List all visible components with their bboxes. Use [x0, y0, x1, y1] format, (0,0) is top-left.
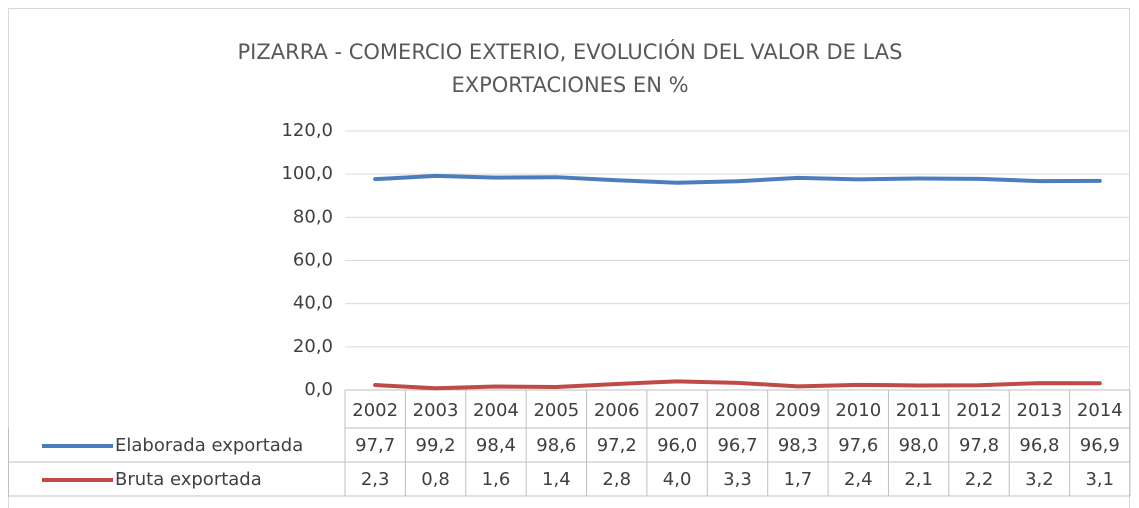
data-table-value: 1,6: [482, 469, 511, 490]
data-table-value: 3,2: [1025, 469, 1054, 490]
x-tick-label: 2012: [956, 400, 1002, 421]
series-line: [373, 173, 1102, 185]
data-table-value: 98,6: [536, 435, 576, 456]
y-tick-label: 60,0: [293, 250, 333, 271]
x-tick-label: 2011: [896, 400, 942, 421]
data-table-value: 97,7: [355, 435, 395, 456]
x-tick-label: 2002: [352, 400, 398, 421]
x-tick-label: 2007: [654, 400, 700, 421]
x-tick-label: 2009: [775, 400, 821, 421]
x-tick-label: 2003: [413, 400, 459, 421]
y-tick-label: 0,0: [304, 379, 333, 400]
data-table-value: 97,8: [959, 435, 999, 456]
x-tick-label: 2010: [835, 400, 881, 421]
legend-label: Bruta exportada: [115, 469, 262, 490]
y-tick-label: 80,0: [293, 206, 333, 227]
y-tick-label: 100,0: [281, 163, 333, 184]
y-tick-label: 120,0: [281, 120, 333, 141]
x-tick-label: 2005: [533, 400, 579, 421]
data-table-value: 2,2: [965, 469, 994, 490]
data-table-value: 98,4: [476, 435, 516, 456]
data-table-value: 3,3: [723, 469, 752, 490]
y-tick-label: 20,0: [293, 336, 333, 357]
data-table-value: 96,8: [1019, 435, 1059, 456]
data-table-value: 0,8: [421, 469, 450, 490]
chart-border: [8, 8, 1130, 508]
data-table-value: 98,3: [778, 435, 818, 456]
data-table-value: 1,4: [542, 469, 571, 490]
data-table-value: 97,6: [838, 435, 878, 456]
x-tick-label: 2013: [1017, 400, 1063, 421]
data-table-value: 96,9: [1080, 435, 1120, 456]
x-tick-label: 2014: [1077, 400, 1123, 421]
series-line: [373, 379, 1102, 391]
data-table-value: 4,0: [663, 469, 692, 490]
data-table-value: 2,1: [904, 469, 933, 490]
data-table-value: 96,0: [657, 435, 697, 456]
chart-title: PIZARRA - COMERCIO EXTERIO, EVOLUCIÓN DE…: [237, 40, 903, 97]
x-tick-label: 2008: [715, 400, 761, 421]
data-table-value: 1,7: [784, 469, 813, 490]
data-table-value: 99,2: [416, 435, 456, 456]
data-table-value: 96,7: [717, 435, 757, 456]
data-table-value: 2,3: [361, 469, 390, 490]
data-table-value: 97,2: [597, 435, 637, 456]
data-table-value: 3,1: [1085, 469, 1114, 490]
data-table-value: 2,4: [844, 469, 873, 490]
y-tick-label: 40,0: [293, 293, 333, 314]
x-tick-label: 2006: [594, 400, 640, 421]
data-table-value: 2,8: [602, 469, 631, 490]
data-table-value: 98,0: [899, 435, 939, 456]
legend-label: Elaborada exportada: [115, 435, 303, 456]
x-tick-label: 2004: [473, 400, 519, 421]
